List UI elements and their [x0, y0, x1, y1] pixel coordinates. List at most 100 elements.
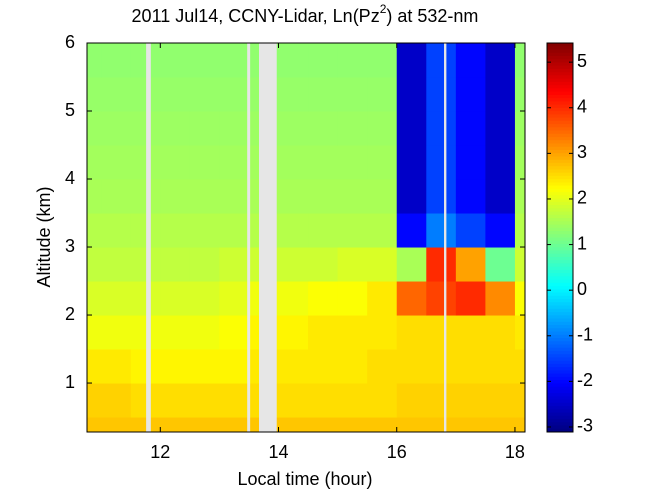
colorbar-cell	[547, 276, 573, 281]
colorbar-cell	[547, 334, 573, 339]
heat-cell	[87, 383, 102, 418]
y-tick-label: 4	[65, 168, 75, 188]
heat-cell	[130, 281, 161, 316]
colorbar-cell	[547, 341, 573, 345]
heat-cell	[396, 145, 427, 180]
heat-cell	[308, 281, 339, 316]
heat-cell	[308, 43, 339, 78]
colorbar-tick-label: 3	[577, 142, 587, 162]
heat-cell	[130, 43, 161, 78]
colorbar-cell	[547, 195, 573, 200]
heat-cell	[101, 247, 132, 282]
heat-cell	[189, 77, 220, 112]
heat-cell	[367, 417, 398, 433]
heat-cell	[130, 315, 161, 350]
heat-cell	[455, 417, 486, 433]
heat-cell	[514, 281, 526, 316]
heat-cell	[308, 417, 339, 433]
colorbar-cell	[547, 137, 573, 141]
heat-cell	[189, 281, 220, 316]
colorbar-cell	[547, 218, 573, 222]
heat-cell	[514, 43, 526, 78]
colorbar-cell	[547, 133, 573, 138]
heat-cell	[367, 383, 398, 418]
heat-cell	[87, 179, 102, 214]
heat-cell	[485, 213, 516, 248]
colorbar-cell	[547, 162, 573, 167]
heat-cell	[278, 179, 309, 214]
heat-cell	[308, 145, 339, 180]
heat-cell	[87, 43, 102, 78]
heat-cell	[160, 145, 191, 180]
colorbar-cell	[547, 130, 573, 135]
heat-cell	[219, 213, 250, 248]
heat-cell	[485, 43, 516, 78]
heat-cell	[308, 383, 339, 418]
heat-cell	[367, 349, 398, 384]
colorbar-cell	[547, 201, 573, 206]
colorbar-cell	[547, 282, 573, 287]
heat-cell	[219, 247, 250, 282]
colorbar-cell	[547, 146, 573, 151]
colorbar-cell	[547, 402, 573, 407]
heat-cell	[426, 247, 457, 282]
heat-cell	[160, 43, 191, 78]
heat-cell	[455, 43, 486, 78]
title-part: 2011 Jul14, CCNY-Lidar, Ln(Pz	[132, 6, 380, 26]
colorbar-cell	[547, 253, 573, 258]
colorbar-cell	[547, 350, 573, 355]
colorbar-cell	[547, 308, 573, 313]
heat-cell	[278, 213, 309, 248]
title-superscript: 2	[380, 2, 387, 16]
heat-cell	[426, 281, 457, 316]
colorbar-cell	[547, 419, 573, 423]
heat-cell	[455, 77, 486, 112]
colorbar-cell	[547, 237, 573, 242]
heat-cell	[514, 213, 526, 248]
heat-cell	[396, 417, 427, 433]
colorbar-cell	[547, 104, 573, 109]
heat-cell	[485, 247, 516, 282]
colorbar-cell	[547, 221, 573, 226]
heat-cell	[101, 281, 132, 316]
heat-cell	[396, 43, 427, 78]
heat-cell	[278, 43, 309, 78]
heat-cell	[426, 417, 457, 433]
heat-cell	[219, 417, 250, 433]
colorbar-cell	[547, 182, 573, 187]
colorbar-cell	[547, 273, 573, 277]
chart-title: 2011 Jul14, CCNY-Lidar, Ln(Pz2) at 532-n…	[132, 2, 479, 26]
heat-cell	[426, 43, 457, 78]
colorbar-cell	[547, 143, 573, 148]
colorbar-cell	[547, 266, 573, 271]
heat-cell	[160, 417, 191, 433]
colorbar-cell	[547, 62, 573, 67]
heat-cell	[130, 383, 161, 418]
colorbar-cell	[547, 188, 573, 193]
heat-cell	[367, 43, 398, 78]
heat-cell	[278, 417, 309, 433]
colorbar-cell	[547, 247, 573, 251]
heat-cell	[101, 383, 132, 418]
colorbar-cell	[547, 94, 573, 99]
y-tick-label: 2	[65, 304, 75, 324]
colorbar-cell	[547, 55, 573, 60]
heat-cell	[278, 247, 309, 282]
heat-cell	[189, 111, 220, 146]
colorbar-cell	[547, 399, 573, 404]
heat-cell	[367, 111, 398, 146]
data-gap	[259, 43, 277, 432]
colorbar-cell	[547, 43, 573, 47]
heat-cell	[337, 213, 368, 248]
colorbar-cell	[547, 393, 573, 397]
heat-cell	[367, 179, 398, 214]
heat-cell	[485, 417, 516, 433]
heat-cell	[426, 349, 457, 384]
colorbar-cell	[547, 159, 573, 164]
heat-cell	[87, 315, 102, 350]
heat-cell	[367, 213, 398, 248]
heat-cell	[219, 179, 250, 214]
heat-cell	[278, 145, 309, 180]
colorbar-cell	[547, 357, 573, 362]
heat-cell	[455, 111, 486, 146]
